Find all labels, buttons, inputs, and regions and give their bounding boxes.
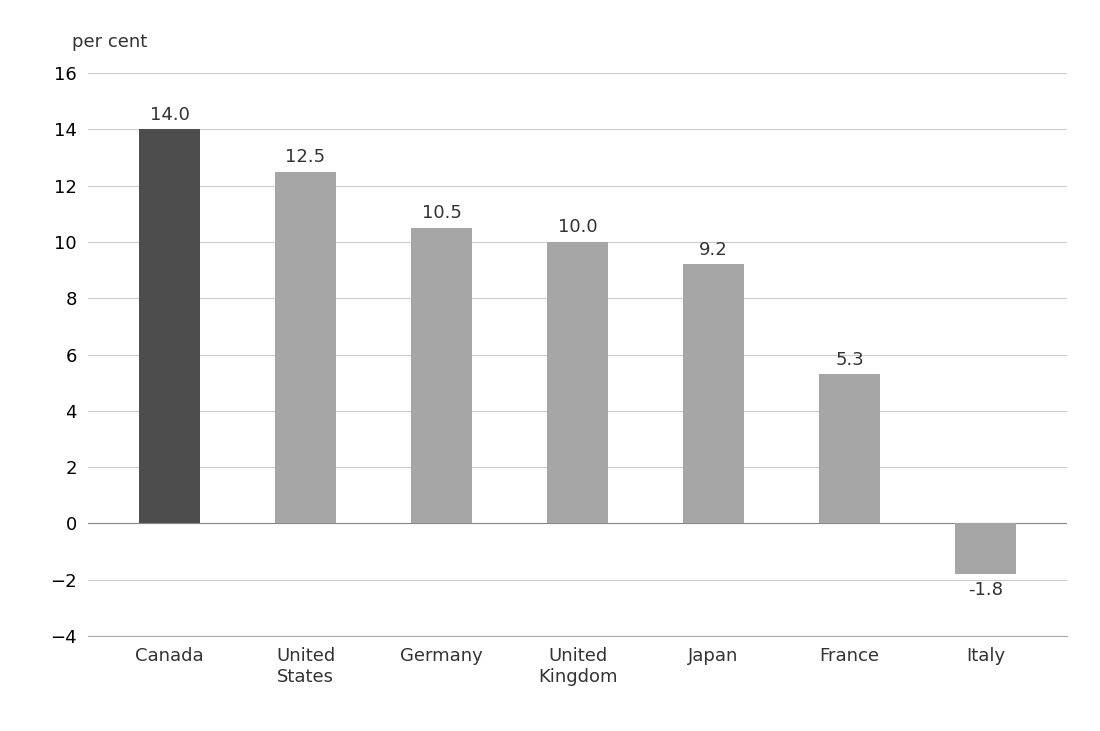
Bar bbox=[275, 172, 337, 523]
Text: 9.2: 9.2 bbox=[700, 240, 728, 259]
Text: -1.8: -1.8 bbox=[968, 581, 1003, 599]
Text: 12.5: 12.5 bbox=[286, 148, 326, 166]
Text: 14.0: 14.0 bbox=[150, 106, 189, 124]
Text: per cent: per cent bbox=[72, 33, 146, 51]
Bar bbox=[818, 374, 880, 523]
Bar bbox=[547, 242, 608, 523]
Bar bbox=[411, 228, 472, 523]
Text: 10.0: 10.0 bbox=[558, 219, 597, 236]
Bar bbox=[139, 129, 200, 523]
Text: 5.3: 5.3 bbox=[835, 351, 864, 368]
Text: 10.5: 10.5 bbox=[421, 204, 462, 222]
Bar bbox=[955, 523, 1016, 574]
Bar bbox=[683, 265, 744, 523]
